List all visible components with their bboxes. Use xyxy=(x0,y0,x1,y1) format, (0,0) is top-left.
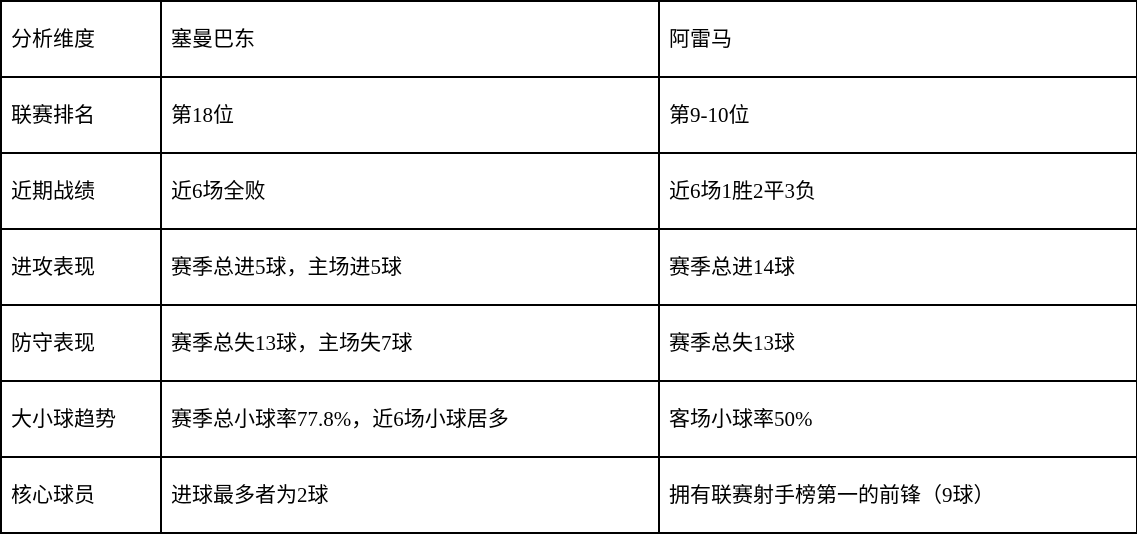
row-label-cell: 防守表现 xyxy=(0,304,162,382)
header-cell-team-a: 塞曼巴东 xyxy=(160,0,660,78)
team-a-value-cell: 赛季总小球率77.8%，近6场小球居多 xyxy=(160,380,660,458)
team-b-value-cell: 拥有联赛射手榜第一的前锋（9球） xyxy=(658,456,1137,534)
header-cell-team-b: 阿雷马 xyxy=(658,0,1137,78)
team-a-value-cell: 近6场全败 xyxy=(160,152,660,230)
table-row-key-players: 核心球员 进球最多者为2球 拥有联赛射手榜第一的前锋（9球） xyxy=(0,456,1137,534)
team-b-value-cell: 客场小球率50% xyxy=(658,380,1137,458)
team-a-value-cell: 第18位 xyxy=(160,76,660,154)
team-a-value-cell: 进球最多者为2球 xyxy=(160,456,660,534)
row-label-cell: 大小球趋势 xyxy=(0,380,162,458)
row-label-cell: 近期战绩 xyxy=(0,152,162,230)
row-label-cell: 联赛排名 xyxy=(0,76,162,154)
header-cell-dimension: 分析维度 xyxy=(0,0,162,78)
table-row-defense: 防守表现 赛季总失13球，主场失7球 赛季总失13球 xyxy=(0,304,1137,382)
row-label-cell: 进攻表现 xyxy=(0,228,162,306)
team-b-value-cell: 第9-10位 xyxy=(658,76,1137,154)
team-b-value-cell: 赛季总失13球 xyxy=(658,304,1137,382)
table-row-attack: 进攻表现 赛季总进5球，主场进5球 赛季总进14球 xyxy=(0,228,1137,306)
team-b-value-cell: 赛季总进14球 xyxy=(658,228,1137,306)
table-row-over-under-trend: 大小球趋势 赛季总小球率77.8%，近6场小球居多 客场小球率50% xyxy=(0,380,1137,458)
team-a-value-cell: 赛季总进5球，主场进5球 xyxy=(160,228,660,306)
team-b-value-cell: 近6场1胜2平3负 xyxy=(658,152,1137,230)
table-row-league-rank: 联赛排名 第18位 第9-10位 xyxy=(0,76,1137,154)
row-label-cell: 核心球员 xyxy=(0,456,162,534)
team-a-value-cell: 赛季总失13球，主场失7球 xyxy=(160,304,660,382)
table-header-row: 分析维度 塞曼巴东 阿雷马 xyxy=(0,0,1137,78)
table-row-recent-form: 近期战绩 近6场全败 近6场1胜2平3负 xyxy=(0,152,1137,230)
